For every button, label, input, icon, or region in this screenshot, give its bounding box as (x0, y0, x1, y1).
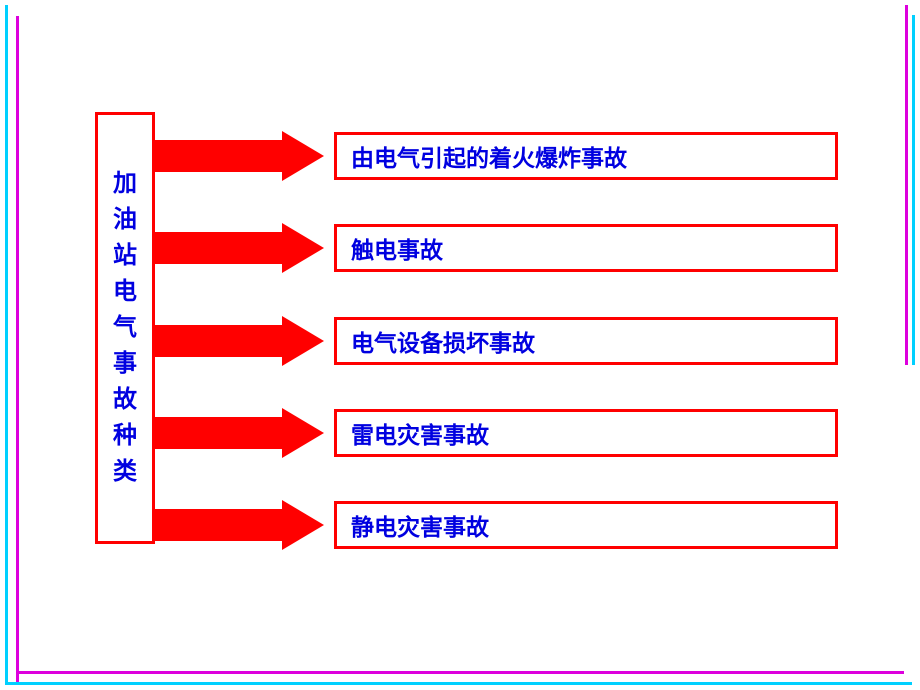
frame-right-inner (905, 5, 908, 365)
item-box: 由电气引起的着火爆炸事故 (334, 132, 838, 180)
category-title-box: 加 油 站 电 气 事 故 种 类 (95, 112, 155, 544)
title-char: 故 (113, 382, 137, 418)
item-label: 电气设备损坏事故 (351, 324, 535, 358)
item-box: 雷电灾害事故 (334, 409, 838, 457)
frame-right-outer (912, 15, 915, 365)
item-row: 雷电灾害事故 (155, 401, 865, 465)
item-row: 由电气引起的着火爆炸事故 (155, 124, 865, 188)
arrow-icon (154, 131, 334, 181)
title-char: 种 (113, 418, 137, 454)
item-box: 静电灾害事故 (334, 501, 838, 549)
diagram-content: 加 油 站 电 气 事 故 种 类 由电气引起的着火爆炸事故 触电事故 (95, 112, 865, 562)
item-label: 触电事故 (351, 231, 443, 265)
frame-left-inner (16, 16, 19, 683)
title-char: 站 (113, 238, 137, 274)
arrow-icon (154, 408, 334, 458)
title-char: 油 (113, 202, 137, 238)
title-char: 类 (113, 454, 137, 490)
item-box: 触电事故 (334, 224, 838, 272)
arrow-icon (154, 316, 334, 366)
title-char: 电 (113, 274, 137, 310)
item-rows: 由电气引起的着火爆炸事故 触电事故 电气设备损坏事故 雷电灾害事故 (155, 112, 865, 557)
title-char: 事 (113, 346, 137, 382)
item-box: 电气设备损坏事故 (334, 317, 838, 365)
arrow-icon (154, 223, 334, 273)
item-label: 由电气引起的着火爆炸事故 (351, 139, 627, 173)
arrow-icon (154, 500, 334, 550)
item-label: 雷电灾害事故 (351, 416, 489, 450)
title-char: 气 (113, 310, 137, 346)
item-label: 静电灾害事故 (351, 508, 489, 542)
frame-bottom-outer (5, 682, 912, 685)
item-row: 静电灾害事故 (155, 493, 865, 557)
item-row: 电气设备损坏事故 (155, 309, 865, 373)
frame-left-outer (5, 5, 8, 683)
frame-bottom-inner (16, 671, 904, 674)
title-char: 加 (113, 166, 137, 202)
item-row: 触电事故 (155, 216, 865, 280)
